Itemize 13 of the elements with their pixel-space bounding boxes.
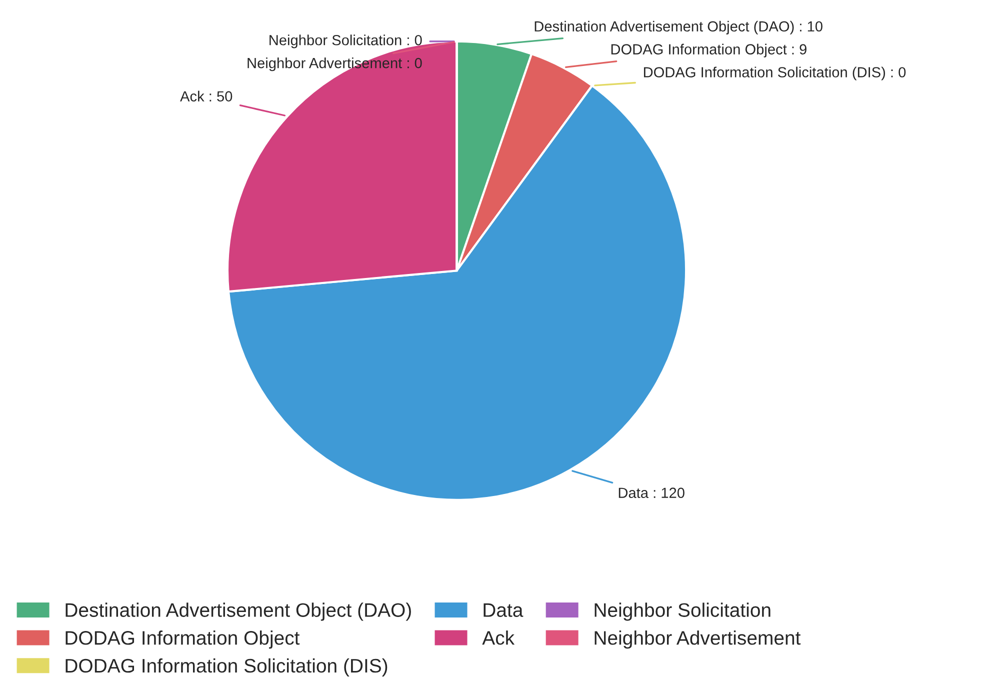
category-label: Neighbor Solicitation : 0	[270, 34, 422, 48]
legend-label: Neighbor Advertisement	[594, 630, 801, 649]
category-label: Data : 120	[618, 488, 684, 498]
category-label: Ack : 50	[180, 90, 232, 102]
legend-label: Data	[484, 603, 524, 617]
category-label: DODAG Information Object : 9	[611, 44, 806, 58]
legend-label: DODAG Information Solicitation (DIS)	[66, 658, 388, 676]
legend-label: Neighbor Solicitation	[594, 602, 770, 621]
category-label: Destination Advertisement Object (DAO) : 10	[534, 20, 822, 34]
legend-label: Ack	[482, 630, 515, 645]
legend-label: DODAG Information Object	[66, 630, 300, 649]
legend-label: Destination Advertisement Object (DAO)	[66, 602, 411, 621]
category-label: DODAG Information Solicitation (DIS) : 0	[644, 66, 906, 80]
